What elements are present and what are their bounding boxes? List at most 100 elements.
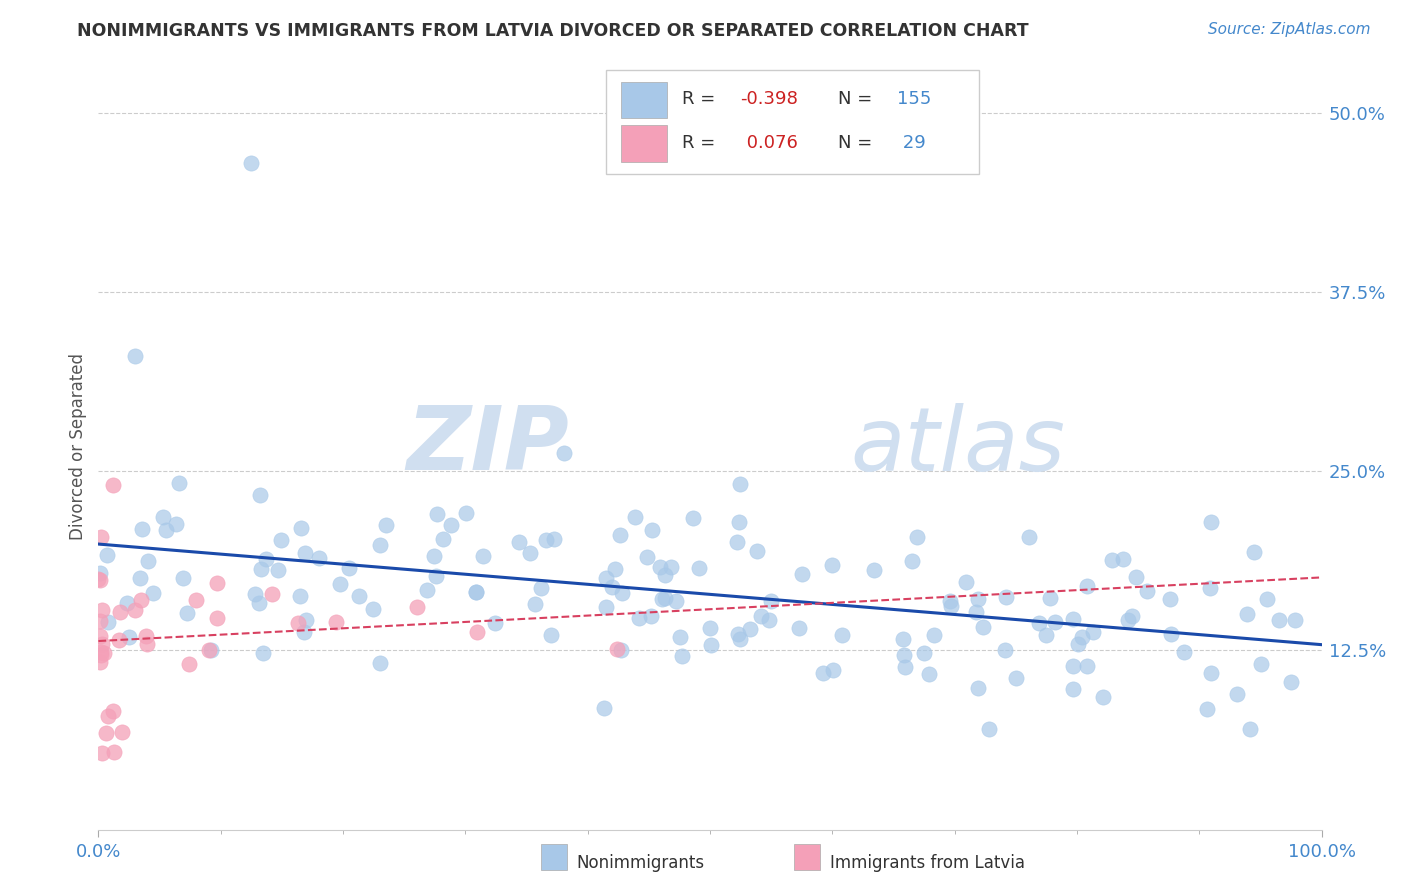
- Point: [1125, 570, 1147, 584]
- Point: [416, 582, 439, 597]
- Point: [249, 488, 271, 502]
- Point: [821, 663, 844, 677]
- Point: [1279, 674, 1302, 689]
- Point: [627, 611, 650, 625]
- Point: [465, 585, 488, 599]
- Point: [406, 599, 429, 614]
- Point: [1268, 613, 1291, 627]
- Point: [1076, 658, 1098, 673]
- Point: [699, 622, 721, 636]
- Point: [1112, 552, 1135, 566]
- Point: [603, 561, 626, 575]
- Point: [636, 550, 658, 565]
- Point: [912, 646, 935, 660]
- Point: [524, 598, 547, 612]
- Text: Immigrants from Latvia: Immigrants from Latvia: [830, 854, 1025, 871]
- Point: [540, 628, 562, 642]
- Point: [758, 614, 780, 628]
- Point: [671, 649, 693, 664]
- Point: [97, 709, 120, 723]
- Point: [124, 602, 146, 616]
- Point: [606, 641, 628, 656]
- Point: [749, 608, 772, 623]
- Point: [1226, 687, 1249, 701]
- Point: [648, 560, 671, 574]
- Point: [93, 646, 115, 660]
- Point: [519, 546, 541, 560]
- Point: [1121, 609, 1143, 624]
- Point: [368, 657, 391, 671]
- Point: [454, 506, 477, 520]
- Point: [595, 571, 617, 585]
- Point: [375, 518, 398, 533]
- Point: [1045, 615, 1067, 630]
- Point: [368, 538, 391, 552]
- Point: [484, 615, 506, 630]
- Point: [152, 510, 174, 524]
- Point: [1159, 591, 1181, 606]
- Point: [831, 628, 853, 642]
- Point: [738, 622, 761, 636]
- Point: [186, 593, 208, 607]
- Point: [534, 533, 557, 547]
- Point: [543, 532, 565, 546]
- Point: [124, 350, 146, 364]
- FancyBboxPatch shape: [606, 70, 979, 174]
- Point: [294, 613, 316, 627]
- Point: [165, 516, 187, 531]
- Text: ZIP: ZIP: [406, 402, 569, 490]
- Point: [131, 522, 153, 536]
- Point: [250, 562, 273, 576]
- Point: [965, 605, 987, 619]
- Point: [176, 606, 198, 620]
- Bar: [620, 126, 668, 162]
- Point: [101, 704, 124, 718]
- Point: [967, 681, 990, 695]
- Point: [91, 603, 114, 617]
- Point: [205, 576, 228, 591]
- Point: [97, 615, 120, 630]
- Point: [287, 615, 309, 630]
- Point: [167, 475, 190, 490]
- Point: [1062, 612, 1084, 626]
- Point: [891, 632, 914, 647]
- Point: [592, 701, 614, 715]
- Point: [994, 642, 1017, 657]
- Point: [101, 478, 124, 492]
- Point: [135, 628, 157, 642]
- Point: [252, 647, 274, 661]
- Point: [609, 528, 631, 542]
- Point: [1062, 682, 1084, 697]
- Point: [108, 633, 131, 648]
- Point: [290, 521, 312, 535]
- Point: [1028, 616, 1050, 631]
- Point: [94, 725, 117, 739]
- Point: [87, 572, 110, 586]
- Text: 155: 155: [897, 90, 932, 108]
- Point: [688, 561, 710, 575]
- Point: [1035, 628, 1057, 642]
- Point: [730, 632, 752, 646]
- Point: [1039, 591, 1062, 606]
- Point: [727, 516, 749, 530]
- Point: [1197, 702, 1219, 716]
- Point: [994, 591, 1017, 605]
- Text: 29: 29: [897, 134, 927, 152]
- Point: [361, 602, 384, 616]
- Point: [329, 577, 352, 591]
- Point: [135, 637, 157, 651]
- Point: [939, 594, 962, 608]
- Point: [508, 534, 530, 549]
- Point: [465, 585, 488, 599]
- Text: 0.076: 0.076: [741, 134, 797, 152]
- Point: [91, 746, 114, 760]
- Point: [270, 533, 292, 548]
- Point: [267, 563, 290, 577]
- Point: [654, 591, 676, 606]
- Point: [142, 585, 165, 599]
- Point: [623, 509, 645, 524]
- Point: [103, 745, 125, 759]
- Point: [89, 629, 111, 643]
- Text: N =: N =: [838, 134, 879, 152]
- Point: [1066, 637, 1088, 651]
